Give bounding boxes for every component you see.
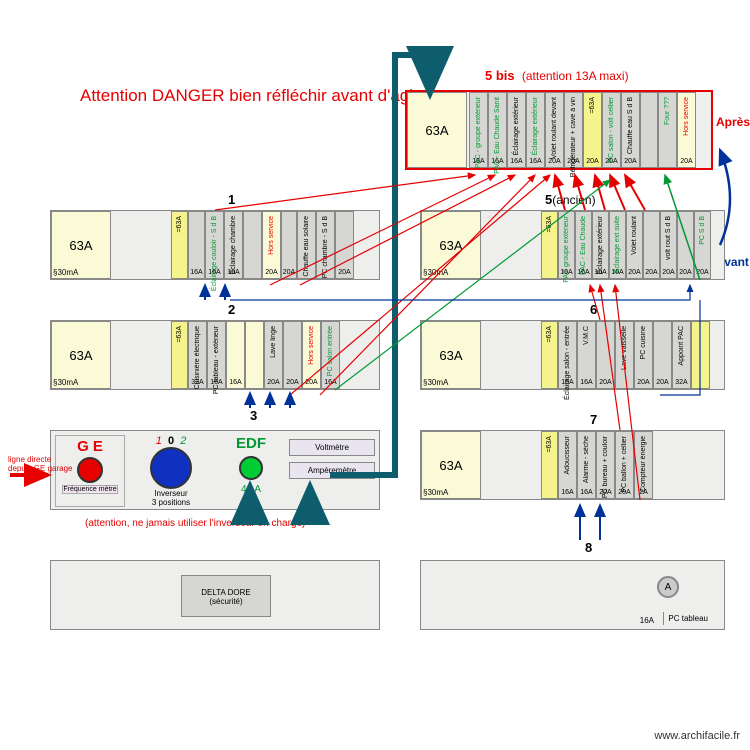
label-5bis: 5 bis (attention 13A maxi): [485, 68, 629, 83]
breaker: Compteur énergie2A: [634, 431, 653, 499]
inverseur-block: 1 0 2 Inverseur 3 positions: [131, 435, 211, 507]
breaker: PAC - groupe extérieur16A: [469, 92, 488, 168]
breaker: Éclairage couloir - S d B16A: [205, 211, 224, 279]
breaker: Adoucisseur16A: [558, 431, 577, 499]
breaker: Volet roulant20A: [626, 211, 643, 279]
breaker: PC bureau + couloir20A: [596, 431, 615, 499]
num-7: 7: [590, 412, 597, 427]
breaker: [243, 211, 262, 279]
breaker: Éclairage ext suite16A: [609, 211, 626, 279]
breaker: =63A: [541, 431, 558, 499]
num-8: 8: [585, 540, 592, 555]
breaker: Réfrigérateur + cave à vin20A: [564, 92, 583, 168]
breaker: Éclairage extérieur16A: [526, 92, 545, 168]
panel-5bis: 63A PAC - groupe extérieur16APAC - Eau C…: [405, 90, 713, 170]
breaker: V.M.C16A: [577, 321, 596, 389]
breaker: 20A: [283, 321, 302, 389]
breaker: PC S d B20A: [694, 211, 711, 279]
breaker: PAC - Eau Chaude Sanit16A: [488, 92, 507, 168]
breaker: 20A: [677, 211, 694, 279]
breaker: Lave linge20A: [264, 321, 283, 389]
breaker: Cuisinière électrique32A: [188, 321, 207, 389]
breaker: Éclairage salon - entrée16A: [558, 321, 577, 389]
breaker: [245, 321, 264, 389]
breaker: 20A: [281, 211, 297, 279]
breaker: [691, 321, 710, 389]
breaker: Alarme - sèche16A: [577, 431, 596, 499]
danger-warning: Attention DANGER bien réfléchir avant d'…: [80, 85, 419, 107]
breaker: PC chambre - S d B: [316, 211, 335, 279]
breaker: =63A: [541, 321, 558, 389]
breaker: PC cuisine20A: [634, 321, 653, 389]
breakers-6: =63AÉclairage salon - entrée16AV.M.C16A2…: [421, 321, 724, 389]
panel-1: 63A §30mA =63A16AÉclairage couloir - S d…: [50, 210, 380, 280]
panel-8: A PC tableau 16A: [420, 560, 725, 630]
breaker: Chauffe eau solaire: [297, 211, 316, 279]
breaker: PC salon entrée16A: [321, 321, 340, 389]
ligne-directe: ligne directe depuis GE garage: [8, 455, 48, 473]
breaker: Appoint PAC32A: [672, 321, 691, 389]
breaker: 20A: [335, 211, 354, 279]
panel-6: 63A §30mA =63AÉclairage salon - entrée16…: [420, 320, 725, 390]
breaker: Hors service20A: [302, 321, 321, 389]
breaker: =63A: [171, 211, 188, 279]
breaker: Four ???: [658, 92, 677, 168]
breaker: 16A: [188, 211, 205, 279]
breakers-5bis: PAC - groupe extérieur16APAC - Eau Chaud…: [407, 92, 711, 168]
inverseur-warning: (attention, ne jamais utiliser l'inverse…: [85, 518, 305, 529]
breaker: PC ballon + cellier20A: [615, 431, 634, 499]
breaker: 16A: [226, 321, 245, 389]
num-5: 5(ancien): [545, 192, 596, 207]
edf-block: EDF 40 A: [221, 435, 281, 507]
footer-link: www.archifacile.fr: [654, 730, 740, 742]
breaker: Volet roulant devant20A: [545, 92, 564, 168]
breaker: Hors service20A: [677, 92, 696, 168]
breakers-7: =63AAdoucisseur16AAlarme - sèche16APC bu…: [421, 431, 724, 499]
breaker: =63A: [171, 321, 188, 389]
num-1: 1: [228, 192, 235, 207]
breaker: 20A: [643, 211, 660, 279]
panel-delta: DELTA DORE (sécurité): [50, 560, 380, 630]
panel-2: 63A §30mA =63ACuisinière électrique32APC…: [50, 320, 380, 390]
breaker: =63A20A: [583, 92, 602, 168]
breaker: [640, 92, 658, 168]
breaker: Éclairage extérieur16A: [507, 92, 526, 168]
apres-label: Après: [716, 115, 750, 129]
breaker: Lave vaisselle: [615, 321, 634, 389]
breaker: volt rout S d B20A: [660, 211, 677, 279]
breaker: Chauffe eau S d B20A: [621, 92, 640, 168]
breaker: PAC - Eau Chaude16A: [575, 211, 592, 279]
num-3: 3: [250, 408, 257, 423]
num-6: 6: [590, 302, 597, 317]
breaker: PAC groupe extérieur16A: [558, 211, 575, 279]
num-2: 2: [228, 302, 235, 317]
meters-block: Voltmètre Ampèremètre: [289, 439, 375, 479]
breaker: Éclairage chambre16A: [224, 211, 243, 279]
panel-5: 63A §30mA =63APAC groupe extérieur16APAC…: [420, 210, 725, 280]
breaker: PC tableau - extérieur16A: [207, 321, 226, 389]
breaker: 20A: [596, 321, 615, 389]
breakers-5: =63APAC groupe extérieur16APAC - Eau Cha…: [421, 211, 724, 279]
breaker: =63A: [541, 211, 558, 279]
breaker: 20A: [653, 321, 672, 389]
panel-7: 63A §30mA =63AAdoucisseur16AAlarme - sèc…: [420, 430, 725, 500]
breaker: PC salon - volt cellier20A: [602, 92, 621, 168]
breakers-2: =63ACuisinière électrique32APC tableau -…: [51, 321, 379, 389]
panel-ge-edf: G E Fréquence mètre 1 0 2 Inverseur 3 po…: [50, 430, 380, 510]
breakers-1: =63A16AÉclairage couloir - S d B16AÉclai…: [51, 211, 379, 279]
breaker: Hors service20A: [262, 211, 281, 279]
breaker: Éclairage extérieur16A: [592, 211, 609, 279]
